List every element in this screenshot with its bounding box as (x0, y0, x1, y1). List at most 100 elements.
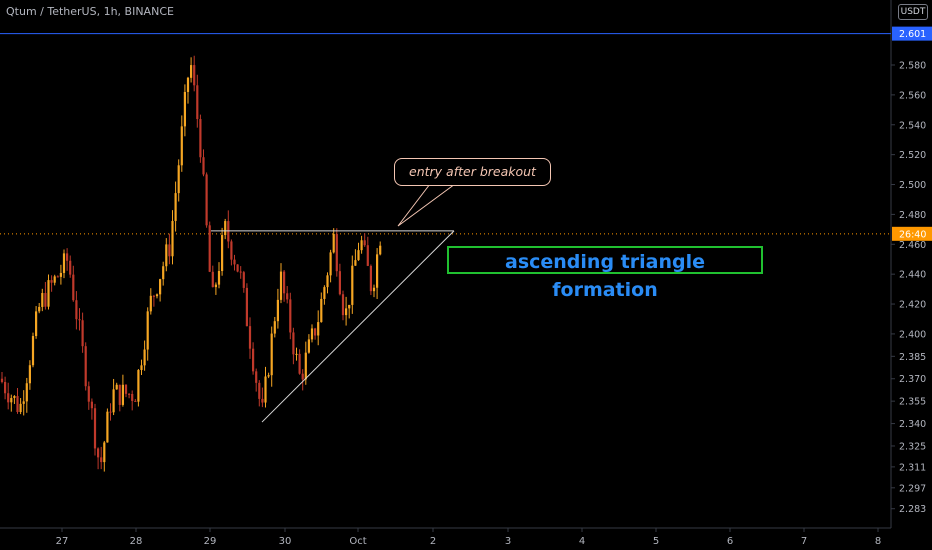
candle-body (140, 365, 143, 371)
candle-body (143, 349, 146, 366)
candle-body (19, 403, 22, 413)
candle-body (165, 244, 168, 267)
price-tick-label: 2.560 (899, 90, 926, 101)
candle-body (149, 295, 152, 312)
candle-body (205, 174, 208, 226)
candle-body (273, 321, 276, 334)
candle-body (255, 371, 258, 383)
candle-body (369, 265, 372, 292)
candle-body (106, 411, 109, 443)
candle-body (59, 272, 62, 277)
price-tick-label: 2.355 (899, 397, 926, 408)
price-tick-label: 2.311 (899, 462, 926, 473)
candle-body (301, 373, 304, 380)
symbol-title: Qtum / TetherUS, 1h, BINANCE (6, 5, 174, 18)
candle-body (357, 250, 360, 261)
candle-body (186, 77, 190, 92)
candle-body (283, 271, 286, 294)
candle-body (183, 91, 186, 127)
price-tick-label: 2.580 (899, 61, 926, 72)
candle-body (97, 448, 100, 458)
candle-body (124, 384, 128, 394)
price-tick-label: 2.385 (899, 352, 926, 363)
candle-body (121, 384, 124, 405)
candle-body (196, 85, 199, 120)
candle-body (314, 328, 317, 336)
candle-body (193, 65, 196, 86)
candle-body (131, 393, 134, 401)
candle-body (230, 241, 233, 260)
candle-body (323, 287, 326, 299)
candle-body (28, 365, 31, 384)
candle-body (242, 272, 245, 288)
candle-body (69, 260, 72, 275)
candle-body (112, 389, 115, 413)
candle-body (168, 244, 171, 257)
candle-body (66, 253, 69, 261)
candle-body (190, 65, 193, 78)
candle-body (221, 235, 224, 272)
candle-body (326, 275, 329, 288)
candle-body (354, 260, 357, 266)
candle-body (248, 326, 252, 349)
candle-body (0, 378, 4, 382)
candle-body (87, 386, 90, 402)
candle-body (239, 271, 242, 273)
candle-body (13, 396, 16, 399)
candle-body (31, 336, 35, 366)
candle-body (317, 322, 320, 336)
candle-body (258, 382, 261, 399)
candle-body (295, 353, 298, 355)
candle-body (289, 299, 292, 333)
time-tick-label: 3 (505, 536, 511, 547)
candle-body (152, 295, 155, 297)
candle-body (252, 348, 255, 372)
candle-body (345, 308, 348, 316)
candle-body (56, 276, 59, 278)
triangle-support-line (261, 230, 455, 423)
time-tick-label: Oct (349, 536, 366, 547)
candle-body (62, 253, 66, 273)
candle-body (264, 376, 267, 403)
candle-body (286, 293, 289, 300)
candle-body (351, 265, 354, 305)
candle-body (81, 320, 84, 347)
candle-body (335, 234, 338, 272)
time-tick-label: 27 (56, 536, 69, 547)
candle-body (171, 220, 174, 257)
candle-body (134, 400, 137, 402)
candle-body (72, 274, 75, 301)
time-tick-label: 8 (875, 536, 881, 547)
candle-body (159, 279, 162, 295)
candle-body (103, 442, 106, 463)
candle-body (224, 221, 227, 236)
price-tick-label: 2.420 (899, 300, 926, 311)
candle-body (208, 225, 211, 272)
candle-body (279, 271, 283, 300)
currency-badge[interactable]: USDT (898, 4, 928, 20)
candle-body (298, 353, 301, 374)
candle-body (90, 401, 93, 409)
candle-body (338, 271, 341, 295)
candle-body (177, 165, 180, 194)
candle-body (366, 245, 369, 266)
candle-body (10, 398, 13, 403)
price-marker-tag (892, 26, 932, 41)
candle-body (310, 328, 314, 340)
candle-body (4, 381, 7, 394)
candle-body (16, 396, 19, 413)
time-tick-label: 5 (653, 536, 659, 547)
time-tick-label: 6 (727, 536, 733, 547)
candle-body (304, 352, 307, 380)
time-tick-label: 7 (801, 536, 807, 547)
candle-body (341, 294, 345, 316)
price-marker-label: 26:40 (899, 229, 926, 240)
pattern-label: ascending triangle formation (447, 246, 763, 301)
price-tick-label: 2.297 (899, 483, 926, 494)
price-tick-label: 2.340 (899, 419, 926, 430)
price-tick-label: 2.500 (899, 180, 926, 191)
candle-body (25, 383, 28, 402)
price-tick-label: 2.400 (899, 329, 926, 340)
time-tick-label: 4 (579, 536, 585, 547)
